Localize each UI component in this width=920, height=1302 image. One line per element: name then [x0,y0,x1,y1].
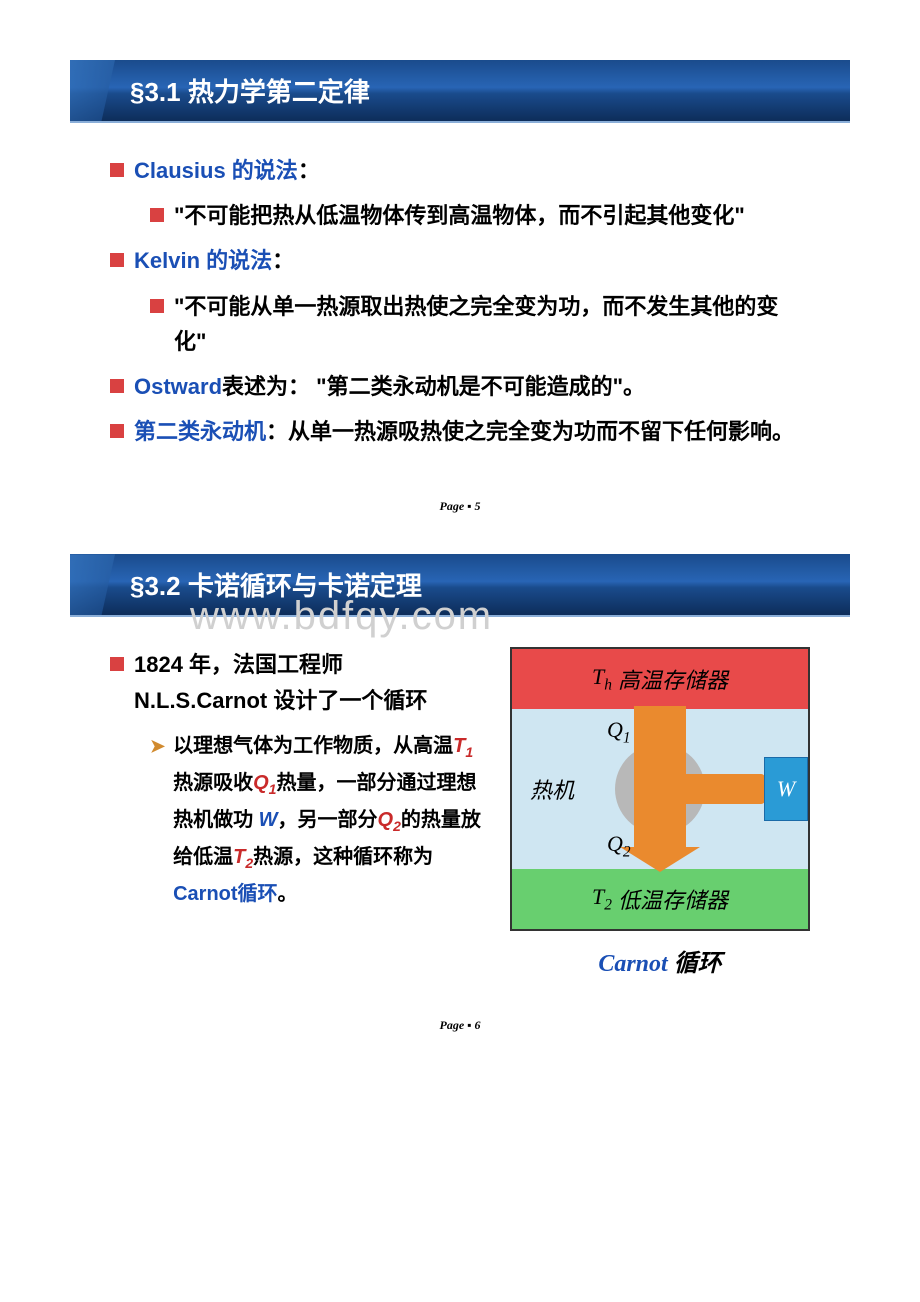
perpetual-rest: ：从单一热源吸热使之完全变为功而不留下任何影响。 [266,419,794,444]
kelvin-text: "不可能从单一热源取出热使之完全变为功，而不发生其他的变化" [174,289,810,359]
ostward-label: Ostward [134,374,222,399]
slide1-footer: Page ▪ 5 [70,499,850,514]
perpetual-label: 第二类永动机 [134,419,266,444]
work-box: W [764,757,808,821]
carnot-diagram: Th 高温存储器 W Q1 Q2 热机 [510,647,810,931]
t1-sub: 1 [465,744,473,760]
intro-pre: 1824 年，法国工程师 [134,652,343,677]
caption-black: 循环 [674,951,722,977]
slide-1: §3.1 热力学第二定律 Clausius 的说法： "不可能把热从低温物体传到… [70,60,850,514]
perpetual-row: 第二类永动机：从单一热源吸热使之完全变为功而不留下任何影响。 [110,414,810,449]
intro-text: 1824 年，法国工程师 N.L.S.Carnot 设计了一个循环 [134,647,427,717]
ostward-text: Ostward表述为： "第二类永动机是不可能造成的"。 [134,369,645,404]
square-bullet-icon [110,424,124,438]
dq2-sub: 2 [623,843,631,860]
ostward-rest: 表述为： "第二类永动机是不可能造成的"。 [222,374,645,399]
w: W [259,809,278,831]
hot-label: 高温存储器 [618,663,728,695]
m5: 热源，这种循环称为 [253,846,433,868]
ostward-row: Ostward表述为： "第二类永动机是不可能造成的"。 [110,369,810,404]
carnot-label: Carnot循环 [173,883,277,905]
kelvin-text-row: "不可能从单一热源取出热使之完全变为功，而不发生其他的变化" [150,289,810,359]
cold-reservoir: T2 低温存储器 [512,869,808,929]
engine-label: 热机 [530,773,574,805]
w-label: W [777,776,795,802]
carnot-caption: Carnot 循环 [510,943,810,978]
dq2: Q [607,831,623,856]
th: T [592,664,604,689]
clausius-row: Clausius 的说法： [110,153,810,188]
q2: Q [378,809,394,831]
q1: Q [253,772,269,794]
square-bullet-icon [110,657,124,671]
sub-row: ➤ 以理想气体为工作物质，从高温T1热源吸收Q1热量，一部分通过理想热机做功 W… [150,728,490,913]
colon: ： [298,158,320,183]
m1: 热源吸收 [173,772,253,794]
slide-2: §3.2 卡诺循环与卡诺定理 www.bdfqy.com 1824 年，法国工程… [70,554,850,1033]
perpetual-text: 第二类永动机：从单一热源吸热使之完全变为功而不留下任何影响。 [134,414,794,449]
clausius-label: Clausius 的说法 [134,158,298,183]
th-sub: h [604,677,612,694]
square-bullet-icon [150,208,164,222]
t2-sub: 2 [245,855,253,871]
dq1: Q [607,717,623,742]
arrow-bullet-icon: ➤ [150,732,165,761]
left-column: 1824 年，法国工程师 N.L.S.Carnot 设计了一个循环 ➤ 以理想气… [110,637,490,922]
clausius-heading: Clausius 的说法： [134,153,320,188]
intro-name: N.L.S.Carnot 设计了一个循环 [134,688,427,713]
mid-box: W Q1 Q2 热机 [512,709,808,869]
dt2: T [592,884,604,909]
dt2-sub: 2 [604,897,612,914]
slide2-footer: Page ▪ 6 [70,1018,850,1033]
sub-text: 以理想气体为工作物质，从高温T1热源吸收Q1热量，一部分通过理想热机做功 W，另… [173,728,490,913]
kelvin-label: Kelvin 的说法 [134,248,272,273]
square-bullet-icon [110,379,124,393]
two-column: 1824 年，法国工程师 N.L.S.Carnot 设计了一个循环 ➤ 以理想气… [110,637,810,978]
clausius-text: "不可能把热从低温物体传到高温物体，而不引起其他变化" [174,198,745,233]
hot-reservoir: Th 高温存储器 [512,649,808,709]
intro-row: 1824 年，法国工程师 N.L.S.Carnot 设计了一个循环 [110,647,490,717]
square-bullet-icon [110,163,124,177]
t1: T [453,735,465,757]
clausius-text-row: "不可能把热从低温物体传到高温物体，而不引起其他变化" [150,198,810,233]
colon: ： [272,248,294,273]
square-bullet-icon [150,299,164,313]
caption-blue: Carnot [598,951,673,977]
dq1-sub: 1 [623,730,631,747]
m-end: 。 [278,883,298,905]
q2-sub: 2 [393,818,401,834]
t2: T [233,846,245,868]
sub-pre: 以理想气体为工作物质，从高温 [173,735,453,757]
slide2-title: §3.2 卡诺循环与卡诺定理 [70,554,850,617]
arrow-down-head-icon [620,847,700,872]
square-bullet-icon [110,253,124,267]
right-column: Th 高温存储器 W Q1 Q2 热机 [510,637,810,978]
slide2-body: 1824 年，法国工程师 N.L.S.Carnot 设计了一个循环 ➤ 以理想气… [70,617,850,998]
kelvin-heading: Kelvin 的说法： [134,243,294,278]
slide1-title: §3.1 热力学第二定律 [70,60,850,123]
kelvin-row: Kelvin 的说法： [110,243,810,278]
slide1-body: Clausius 的说法： "不可能把热从低温物体传到高温物体，而不引起其他变化… [70,123,850,479]
arrow-right-icon [675,774,765,804]
m3: ，另一部分 [278,809,378,831]
cold-label: 低温存储器 [618,883,728,915]
